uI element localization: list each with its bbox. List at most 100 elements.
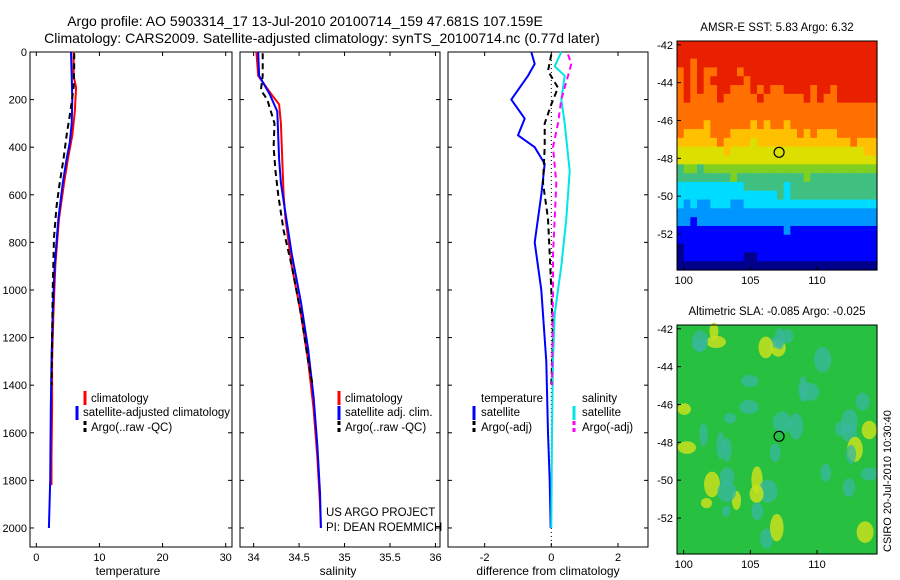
heatmap-cell <box>783 342 791 353</box>
heatmap-cell <box>870 208 878 218</box>
heatmap-cell <box>823 41 831 51</box>
heatmap-cell <box>757 325 765 335</box>
heatmap-cell <box>817 137 825 148</box>
heatmap-cell <box>750 208 758 218</box>
heatmap-cell <box>717 173 725 183</box>
heatmap-cell <box>857 225 865 236</box>
heatmap-cell <box>737 413 745 423</box>
heatmap-cell <box>797 325 805 335</box>
heatmap-cell <box>763 252 771 262</box>
heatmap-cell <box>843 41 851 51</box>
heatmap-cell <box>697 527 705 537</box>
heatmap-cell <box>790 509 798 520</box>
heatmap-cell <box>743 120 751 130</box>
heatmap-cell <box>817 217 825 227</box>
heatmap-cell <box>737 120 745 130</box>
heatmap-cell <box>817 395 825 405</box>
heatmap-cell <box>857 413 865 423</box>
heatmap-cell <box>797 501 805 511</box>
heatmap-cell <box>857 377 865 388</box>
heatmap-cell <box>777 181 785 192</box>
heatmap-cell <box>683 111 691 121</box>
heatmap-cell <box>810 465 818 476</box>
heatmap-cell <box>863 49 871 60</box>
heatmap-cell <box>770 49 778 60</box>
heatmap-cell <box>703 509 711 520</box>
heatmap-cell <box>723 225 731 236</box>
heatmap-cell <box>817 492 825 502</box>
y-tick-label: 600 <box>9 190 27 202</box>
heatmap-cell <box>750 439 758 449</box>
heatmap-cell <box>770 545 778 555</box>
heatmap-cell <box>830 342 838 353</box>
heatmap-cell <box>763 395 771 405</box>
heatmap-cell <box>783 190 791 201</box>
heatmap-cell <box>783 483 791 493</box>
heatmap-cell <box>677 243 685 253</box>
heatmap-cell <box>803 360 811 370</box>
heatmap-cell <box>843 181 851 192</box>
map-y-tick-label: -50 <box>657 475 673 487</box>
heatmap-cell <box>857 85 865 95</box>
heatmap-cell <box>783 234 791 245</box>
sla-anomaly-blob <box>814 346 832 373</box>
heatmap-cell <box>857 501 865 511</box>
heatmap-cell <box>690 85 698 95</box>
heatmap-cell <box>697 545 705 555</box>
heatmap-cell <box>870 137 878 148</box>
heatmap-cell <box>703 41 711 51</box>
heatmap-cell <box>857 483 865 493</box>
heatmap-cell <box>843 58 851 69</box>
heatmap-cell <box>723 67 731 77</box>
heatmap-cell <box>730 181 738 192</box>
heatmap-cell <box>863 252 871 262</box>
heatmap-cell <box>757 190 765 201</box>
heatmap-cell <box>710 360 718 370</box>
heatmap-cell <box>677 58 685 69</box>
heatmap-cell <box>690 217 698 227</box>
heatmap-cell <box>697 208 705 218</box>
heatmap-cell <box>730 67 738 77</box>
heatmap-cell <box>730 333 738 344</box>
heatmap-cell <box>697 369 705 379</box>
heatmap-cell <box>777 465 785 476</box>
heatmap-cell <box>717 243 725 253</box>
heatmap-cell <box>810 457 818 467</box>
heatmap-cell <box>837 413 845 423</box>
heatmap-cell <box>730 430 738 441</box>
heatmap-cell <box>710 93 718 104</box>
heatmap-cell <box>750 457 758 467</box>
heatmap-cell <box>843 518 851 529</box>
heatmap-cell <box>730 234 738 245</box>
heatmap-cell <box>770 102 778 113</box>
heatmap-cell <box>750 181 758 192</box>
heatmap-cell <box>790 474 798 485</box>
heatmap-cell <box>843 342 851 353</box>
sst-map-frame <box>676 40 878 271</box>
heatmap-cell <box>837 518 845 529</box>
heatmap-cell <box>723 85 731 95</box>
heatmap-cell <box>830 527 838 537</box>
heatmap-cell <box>743 234 751 245</box>
heatmap-cell <box>803 325 811 335</box>
heatmap-cell <box>857 93 865 104</box>
heatmap-cell <box>850 76 858 86</box>
heatmap-cell <box>790 111 798 121</box>
heatmap-cell <box>843 243 851 253</box>
heatmap-cell <box>797 120 805 130</box>
heatmap-cell <box>697 58 705 69</box>
heatmap-cell <box>750 448 758 458</box>
heatmap-cell <box>810 395 818 405</box>
heatmap-cell <box>790 234 798 245</box>
heatmap-cell <box>803 439 811 449</box>
heatmap-cell <box>737 545 745 555</box>
map-x-tick-label: 110 <box>808 559 826 571</box>
heatmap-cell <box>683 457 691 467</box>
heatmap-cell <box>723 252 731 262</box>
heatmap-cell <box>870 252 878 262</box>
heatmap-cell <box>743 190 751 201</box>
heatmap-cell <box>823 102 831 113</box>
heatmap-cell <box>683 342 691 353</box>
heatmap-cell <box>863 208 871 218</box>
legend-label-satellite-adjusted: satellite-adjusted climatology <box>83 407 230 419</box>
